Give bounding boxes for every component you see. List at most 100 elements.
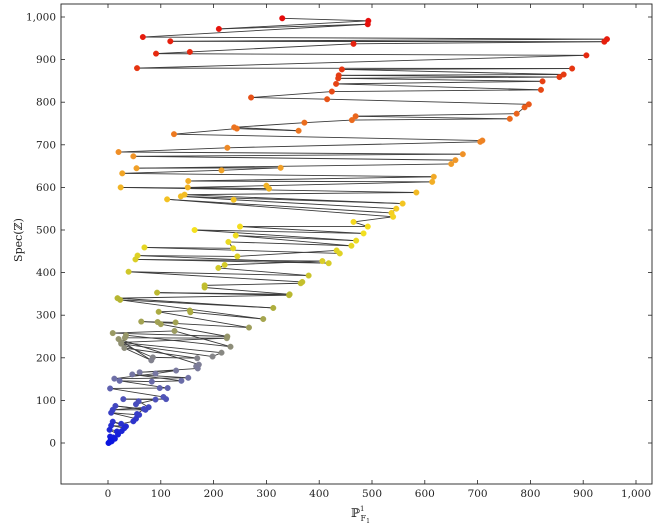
series-segment [142, 23, 368, 38]
series-segment [221, 167, 281, 171]
series-segment [157, 292, 290, 296]
data-point [118, 420, 125, 427]
series-segment [114, 373, 156, 380]
data-point [134, 65, 141, 72]
data-point [350, 218, 357, 225]
axes-frame [60, 3, 653, 485]
data-point [215, 25, 222, 32]
data-point [136, 369, 143, 376]
data-point [171, 327, 178, 334]
series-segment [110, 388, 164, 398]
data-point [118, 428, 125, 435]
series-segment [133, 155, 456, 161]
data-point [184, 184, 191, 191]
data-point [448, 160, 455, 167]
data-point [194, 355, 201, 362]
series-segment [190, 311, 264, 320]
data-point [305, 272, 312, 279]
x-tick-label: 0 [105, 488, 112, 500]
data-point [194, 365, 201, 372]
series-segment [156, 53, 587, 56]
data-point [118, 340, 125, 347]
series-segment [112, 330, 175, 334]
data-point [172, 319, 179, 326]
series-segment [304, 119, 352, 124]
series-segment [139, 370, 177, 373]
series-segment [173, 128, 237, 135]
series-lines [108, 17, 607, 444]
series-segment [233, 199, 397, 210]
data-point [170, 131, 177, 138]
data-point [178, 377, 185, 384]
series-segment [118, 147, 228, 153]
x-tick-label: 500 [362, 488, 382, 500]
series-segment [351, 118, 510, 121]
data-point [360, 230, 367, 237]
data-point [141, 244, 148, 251]
data-point [248, 94, 255, 101]
data-point [297, 280, 304, 287]
series-segment [218, 23, 368, 30]
x-tick-label: 100 [151, 488, 171, 500]
series-segment [184, 192, 417, 196]
data-point [185, 178, 192, 185]
series-segment [239, 226, 364, 234]
series-segment [355, 115, 510, 120]
data-point [260, 316, 267, 323]
data-point [601, 38, 608, 45]
data-point [107, 385, 114, 392]
series-segment [122, 169, 222, 174]
data-point [459, 151, 466, 158]
data-point [429, 178, 436, 185]
data-point [430, 173, 437, 180]
series-segment [338, 76, 560, 79]
x-axis-title-sup: 1 [360, 505, 364, 513]
data-point [140, 405, 147, 412]
data-point [154, 289, 161, 296]
data-point [156, 385, 163, 392]
y-tick-label: 900 [36, 54, 56, 66]
series-segment [132, 373, 182, 382]
data-point [364, 223, 371, 230]
data-point [477, 138, 484, 145]
series-segment [158, 311, 250, 328]
series-segment [152, 356, 198, 359]
series-segment [353, 41, 605, 45]
series-segment [121, 343, 213, 357]
series-segment [114, 377, 189, 380]
series-segment [124, 347, 198, 359]
data-point [157, 321, 164, 328]
data-point [333, 80, 340, 87]
series-segment [336, 80, 543, 85]
data-point [186, 48, 193, 55]
data-point [230, 196, 237, 203]
data-point [295, 127, 302, 134]
series-segment [121, 342, 222, 354]
data-point [117, 184, 124, 191]
x-axis-title-subsub: 1 [366, 518, 370, 525]
y-tick-label: 1,000 [26, 12, 56, 24]
data-point [136, 411, 143, 418]
series-segment [227, 141, 481, 149]
data-point [521, 104, 528, 111]
data-point [225, 238, 232, 245]
series-segment [112, 332, 228, 337]
series-segment [167, 198, 394, 218]
series-segment [338, 77, 543, 82]
data-point [138, 318, 145, 325]
y-tick-label: 100 [36, 395, 56, 407]
data-point [167, 38, 174, 45]
data-point [352, 113, 359, 120]
data-point [186, 307, 193, 314]
data-point [266, 185, 273, 192]
y-tick-label: 200 [36, 352, 56, 364]
series-segment [235, 235, 357, 242]
data-point [164, 385, 171, 392]
data-point [112, 402, 119, 409]
series-segment [136, 163, 452, 169]
data-point [230, 245, 237, 252]
data-point [221, 261, 228, 268]
series-segment [180, 195, 403, 205]
data-point [224, 144, 231, 151]
